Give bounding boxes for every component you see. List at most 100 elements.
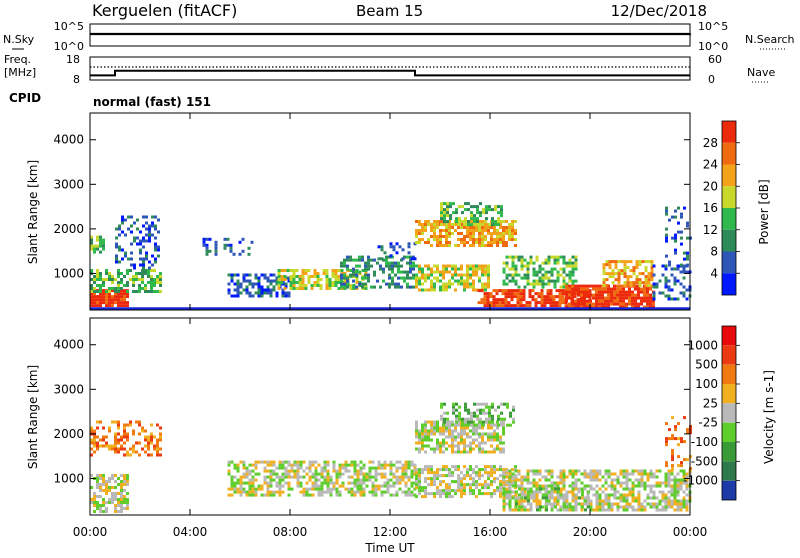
data-cell bbox=[311, 487, 315, 491]
data-cell bbox=[117, 275, 120, 278]
data-cell bbox=[509, 411, 512, 415]
data-cell bbox=[502, 484, 506, 488]
data-cell bbox=[334, 278, 338, 281]
data-cell bbox=[475, 264, 478, 268]
data-cell bbox=[353, 463, 357, 467]
data-cell bbox=[439, 273, 442, 277]
data-cell bbox=[610, 472, 614, 476]
data-cell bbox=[475, 229, 478, 232]
data-cell bbox=[439, 492, 442, 496]
data-cell bbox=[664, 282, 668, 286]
data-cell bbox=[521, 490, 524, 494]
data-cell bbox=[123, 295, 126, 299]
data-cell bbox=[504, 304, 508, 308]
data-cell bbox=[634, 296, 637, 300]
data-cell bbox=[386, 484, 390, 488]
data-cell bbox=[665, 443, 668, 447]
data-cell bbox=[358, 264, 361, 268]
data-cell bbox=[311, 481, 315, 485]
data-cell bbox=[266, 285, 270, 289]
data-cell bbox=[272, 279, 276, 283]
data-cell bbox=[587, 490, 590, 494]
data-cell bbox=[421, 267, 424, 271]
data-cell bbox=[102, 301, 105, 305]
data-cell bbox=[424, 429, 427, 433]
data-cell bbox=[525, 304, 529, 308]
data-cell bbox=[371, 460, 375, 464]
data-cell bbox=[602, 263, 606, 267]
data-cell bbox=[202, 243, 206, 247]
data-cell bbox=[626, 284, 630, 288]
data-cell bbox=[508, 238, 511, 241]
data-cell bbox=[451, 276, 454, 280]
data-cell bbox=[445, 285, 448, 289]
data-cell bbox=[598, 293, 601, 297]
data-cell bbox=[667, 294, 671, 298]
data-cell bbox=[510, 295, 514, 299]
data-cell bbox=[142, 236, 145, 240]
data-cell bbox=[481, 220, 484, 223]
data-cell bbox=[550, 267, 554, 271]
data-cell bbox=[227, 463, 231, 467]
data-cell bbox=[250, 240, 254, 244]
data-cell bbox=[350, 475, 354, 479]
data-cell bbox=[676, 297, 680, 301]
data-cell bbox=[275, 294, 279, 298]
data-cell bbox=[430, 465, 433, 469]
data-cell bbox=[147, 272, 150, 275]
data-cell bbox=[514, 505, 518, 509]
data-cell bbox=[635, 275, 639, 279]
data-cell bbox=[433, 220, 436, 223]
data-cell bbox=[150, 269, 153, 272]
data-cell bbox=[326, 463, 330, 467]
data-cell bbox=[685, 475, 689, 479]
data-cell bbox=[550, 508, 554, 512]
data-cell bbox=[499, 486, 502, 490]
data-cell bbox=[463, 238, 466, 241]
data-cell bbox=[497, 414, 500, 418]
data-cell bbox=[102, 247, 105, 251]
data-cell bbox=[479, 214, 482, 218]
data-cell bbox=[543, 301, 547, 305]
data-cell bbox=[494, 205, 497, 209]
colorbar-tick-label: -100 bbox=[691, 435, 718, 449]
data-cell bbox=[355, 264, 358, 268]
data-cell bbox=[263, 276, 267, 280]
data-cell bbox=[501, 298, 505, 302]
data-cell bbox=[340, 272, 344, 275]
data-cell bbox=[96, 483, 99, 486]
data-cell bbox=[516, 304, 520, 308]
data-cell bbox=[482, 411, 485, 415]
data-cell bbox=[481, 486, 484, 490]
data-cell bbox=[513, 304, 517, 308]
data-cell bbox=[610, 299, 613, 303]
data-cell bbox=[478, 232, 481, 235]
data-cell bbox=[547, 270, 551, 274]
data-cell bbox=[451, 444, 454, 448]
data-cell bbox=[123, 498, 126, 501]
data-cell bbox=[277, 272, 281, 275]
data-cell bbox=[266, 291, 270, 295]
data-cell bbox=[230, 460, 234, 464]
data-cell bbox=[475, 432, 478, 436]
data-cell bbox=[448, 471, 451, 475]
colorbar-swatch bbox=[722, 142, 736, 165]
data-cell bbox=[483, 292, 487, 296]
data-cell bbox=[418, 229, 421, 232]
data-cell bbox=[156, 438, 159, 442]
data-cell bbox=[448, 429, 451, 433]
data-cell bbox=[263, 493, 267, 497]
data-cell bbox=[532, 493, 536, 497]
data-cell bbox=[266, 460, 270, 464]
data-cell bbox=[524, 496, 527, 500]
data-cell bbox=[362, 487, 366, 491]
data-cell bbox=[389, 472, 393, 476]
data-cell bbox=[448, 223, 451, 226]
data-cell bbox=[646, 290, 649, 294]
data-cell bbox=[460, 238, 463, 241]
data-cell bbox=[461, 205, 464, 209]
data-cell bbox=[395, 466, 399, 470]
data-cell bbox=[601, 305, 604, 309]
data-cell bbox=[476, 217, 479, 221]
